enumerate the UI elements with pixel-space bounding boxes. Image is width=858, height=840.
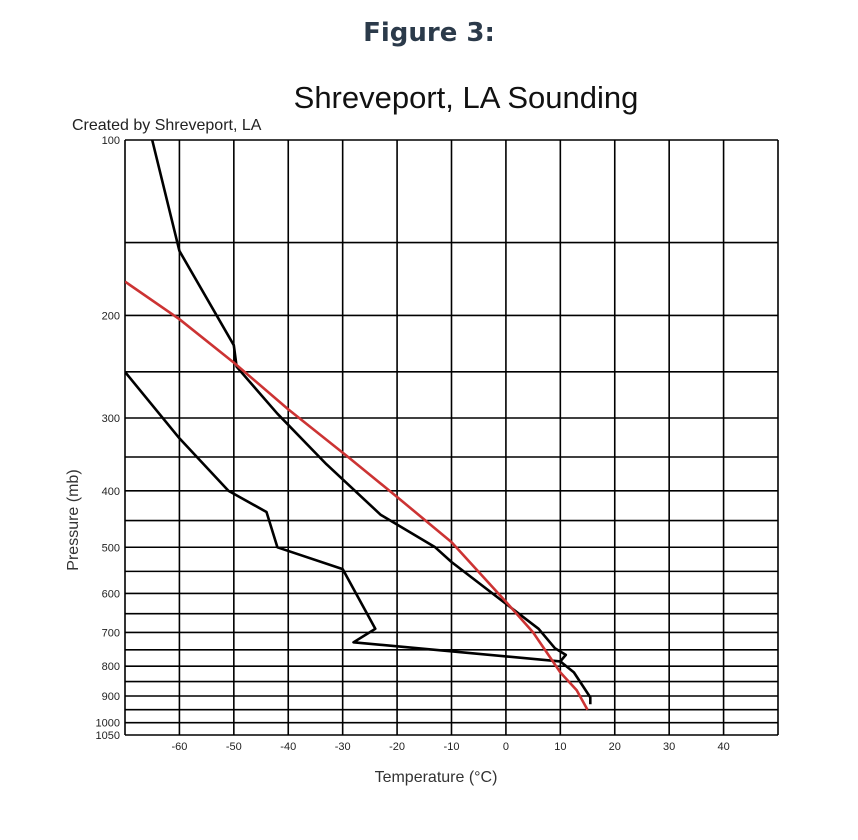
x-tick-label: -40 xyxy=(280,741,296,753)
series-temperature-line xyxy=(150,140,592,705)
x-tick-label: -50 xyxy=(226,741,242,753)
y-tick-label: 700 xyxy=(102,627,120,639)
y-tick-label: 600 xyxy=(102,588,120,600)
x-tick-label: -20 xyxy=(389,741,405,753)
x-tick-label: -10 xyxy=(444,741,460,753)
y-tick-label: 900 xyxy=(102,691,120,703)
y-tick-label: 1000 xyxy=(96,718,120,730)
chart-credit: Created by Shreveport, LA xyxy=(72,117,262,134)
y-tick-label: 100 xyxy=(102,135,120,147)
x-tick-label: -30 xyxy=(335,741,351,753)
x-tick-label: 40 xyxy=(717,741,729,753)
x-tick-label: 10 xyxy=(554,741,566,753)
x-axis-label: Temperature (°C) xyxy=(375,769,498,786)
y-tick-label: 800 xyxy=(102,661,120,673)
x-tick-label: 20 xyxy=(609,741,621,753)
series-dewpoint-line xyxy=(125,371,561,663)
y-tick-label: 200 xyxy=(102,310,120,322)
y-tick-label: 400 xyxy=(102,486,120,498)
x-tick-label: 0 xyxy=(503,741,509,753)
series-parcel-line xyxy=(125,280,589,711)
figure-heading: Figure 3: xyxy=(363,18,495,48)
x-tick-label: -60 xyxy=(171,741,187,753)
y-tick-label: 300 xyxy=(102,413,120,425)
y-tick-label: 1050 xyxy=(96,730,120,742)
chart-title: Shreveport, LA Sounding xyxy=(294,80,639,115)
y-axis-label: Pressure (mb) xyxy=(65,469,82,570)
y-tick-label: 500 xyxy=(102,542,120,554)
x-tick-label: 30 xyxy=(663,741,675,753)
